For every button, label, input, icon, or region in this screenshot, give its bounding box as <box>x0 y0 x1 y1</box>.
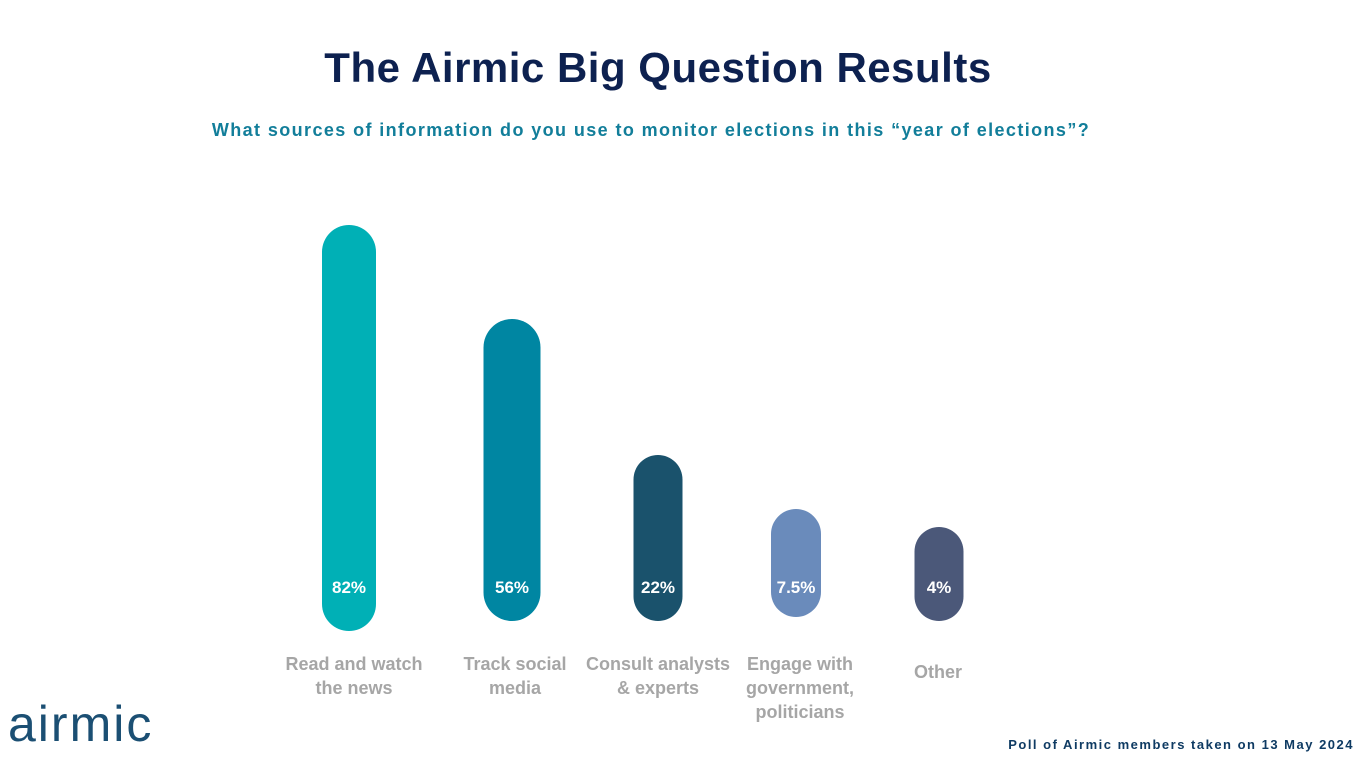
category-label: Track social media <box>463 654 567 698</box>
bar-2 <box>483 319 541 621</box>
category-label: Consult analysts & experts <box>585 654 731 698</box>
category-label: Engage with government, politicians <box>745 654 855 722</box>
airmic-logo: airmic <box>8 696 154 752</box>
page-subtitle: What sources of information do you use t… <box>211 120 1091 140</box>
bar-3 <box>633 455 683 621</box>
page-title: The Airmic Big Question Results <box>324 44 992 91</box>
bar-1 <box>322 225 376 631</box>
bar-value-label: 7.5% <box>777 578 816 597</box>
poll-footnote: Poll of Airmic members taken on 13 May 2… <box>1008 737 1354 752</box>
bar-value-label: 22% <box>641 578 675 597</box>
bar-value-label: 82% <box>332 578 366 597</box>
bar-5 <box>914 527 964 621</box>
bar-4 <box>771 509 821 617</box>
category-label: Other <box>913 662 962 682</box>
bar-value-label: 4% <box>927 578 952 597</box>
bar-value-label: 56% <box>495 578 529 597</box>
category-label: Read and watch the news <box>285 654 423 698</box>
